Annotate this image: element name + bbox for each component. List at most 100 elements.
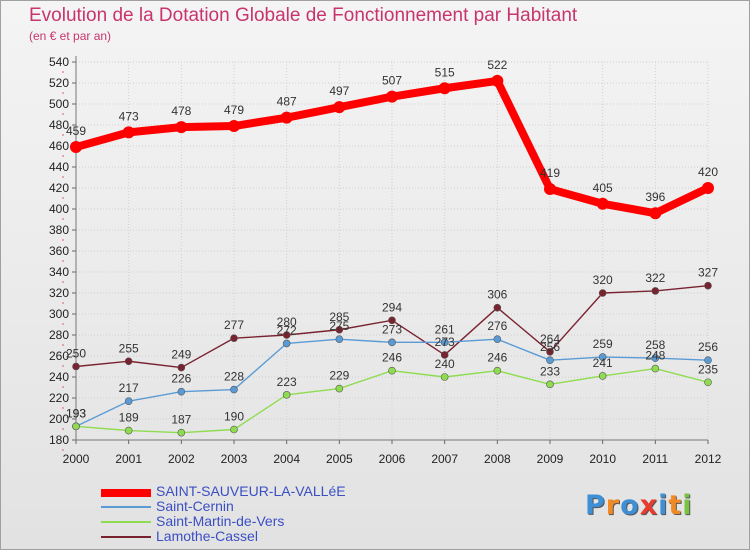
data-label: 479 — [224, 103, 244, 117]
data-label: 187 — [171, 413, 191, 427]
y-tick-label: 260 — [49, 349, 69, 363]
data-label: 217 — [119, 381, 139, 395]
data-point — [175, 121, 188, 134]
data-label: 193 — [66, 406, 86, 420]
data-point — [598, 289, 607, 297]
data-point — [177, 363, 186, 372]
data-point — [546, 347, 554, 356]
data-point — [177, 428, 186, 437]
x-tick-label: 2011 — [642, 452, 668, 466]
chart-title: Evolution de la Dotation Globale de Fonc… — [29, 5, 578, 26]
y-tick-label: 380 — [49, 223, 69, 237]
data-point — [651, 354, 660, 362]
y-tick-label: 240 — [49, 370, 69, 384]
data-label: 249 — [171, 348, 191, 362]
x-tick-label: 2010 — [589, 452, 616, 466]
data-label: 250 — [66, 347, 86, 361]
data-label: 285 — [329, 310, 349, 324]
data-point — [702, 182, 714, 194]
data-label: 233 — [540, 364, 560, 378]
data-point — [388, 338, 396, 347]
data-label: 190 — [224, 410, 244, 424]
y-tick-label: 340 — [49, 265, 69, 279]
data-point — [72, 422, 80, 431]
y-tick-label: 400 — [49, 202, 69, 216]
legend-swatch — [101, 521, 151, 523]
data-point — [598, 372, 607, 380]
data-label: 235 — [698, 362, 718, 376]
proxiti-logo: Proxiti — [585, 490, 693, 521]
data-point — [649, 207, 662, 220]
data-point — [704, 281, 712, 290]
data-label: 273 — [435, 335, 455, 349]
data-point — [124, 397, 133, 405]
data-label: 256 — [540, 340, 560, 354]
x-tick-label: 2000 — [63, 452, 90, 466]
data-point — [230, 334, 238, 342]
y-tick-label: 520 — [49, 76, 69, 90]
data-label: 256 — [698, 340, 718, 354]
y-tick-label: 480 — [49, 118, 69, 132]
data-point — [651, 364, 660, 373]
data-point — [491, 74, 504, 87]
legend-swatch — [101, 506, 151, 508]
data-point — [230, 425, 238, 434]
data-point — [704, 356, 712, 365]
data-point — [546, 356, 554, 365]
data-label: 275 — [329, 319, 349, 333]
data-label: 294 — [382, 300, 402, 314]
data-point — [598, 353, 607, 361]
x-tick-label: 2008 — [484, 452, 511, 466]
x-tick-label: 2007 — [431, 452, 458, 466]
data-label: 248 — [645, 349, 665, 363]
y-tick-label: 540 — [49, 55, 69, 69]
data-point — [230, 385, 238, 394]
x-tick-label: 2006 — [379, 452, 406, 466]
legend-label: SAINT-SAUVEUR-LA-VALLéE — [156, 483, 346, 499]
data-label: 473 — [119, 109, 139, 123]
legend-label: Lamothe-Cassel — [156, 528, 258, 544]
data-label: 396 — [645, 190, 665, 204]
legend-label: Saint-Cernin — [156, 498, 234, 514]
data-point — [335, 325, 344, 334]
data-label: 255 — [119, 341, 139, 355]
data-point — [544, 183, 556, 196]
y-tick-label: 300 — [49, 307, 69, 321]
data-point — [228, 120, 240, 133]
data-label: 420 — [698, 165, 718, 179]
data-label: 228 — [224, 370, 244, 384]
data-point — [72, 362, 80, 371]
logo-letter: i — [682, 490, 693, 521]
data-point — [122, 126, 135, 139]
logo-letter: P — [585, 490, 606, 521]
legend-swatch — [101, 489, 151, 497]
x-tick-label: 2001 — [115, 452, 142, 466]
data-point — [280, 111, 293, 124]
data-label: 306 — [487, 288, 507, 302]
y-tick-label: 420 — [49, 181, 69, 195]
data-label: 478 — [171, 104, 191, 118]
data-label: 320 — [593, 273, 613, 287]
data-label: 487 — [277, 95, 297, 109]
data-label: 261 — [435, 322, 455, 336]
data-label: 276 — [487, 319, 507, 333]
data-point — [440, 338, 449, 347]
data-point — [177, 387, 186, 396]
data-point — [596, 197, 609, 210]
y-tick-label: 360 — [49, 244, 69, 258]
data-label: 277 — [224, 318, 244, 332]
chart-subtitle: (en € et par an) — [29, 29, 112, 43]
logo-letter: o — [620, 490, 640, 521]
data-point — [386, 90, 398, 103]
data-label: 322 — [645, 271, 665, 285]
y-tick-label: 460 — [49, 139, 69, 153]
legend-label: Saint-Martin-de-Vers — [156, 513, 285, 529]
data-label: 459 — [66, 124, 86, 138]
data-point — [493, 366, 502, 375]
data-point — [388, 316, 396, 325]
data-label: 246 — [487, 351, 507, 365]
data-label: 241 — [593, 356, 613, 370]
data-label: 189 — [119, 411, 139, 425]
data-label: 273 — [382, 322, 402, 336]
